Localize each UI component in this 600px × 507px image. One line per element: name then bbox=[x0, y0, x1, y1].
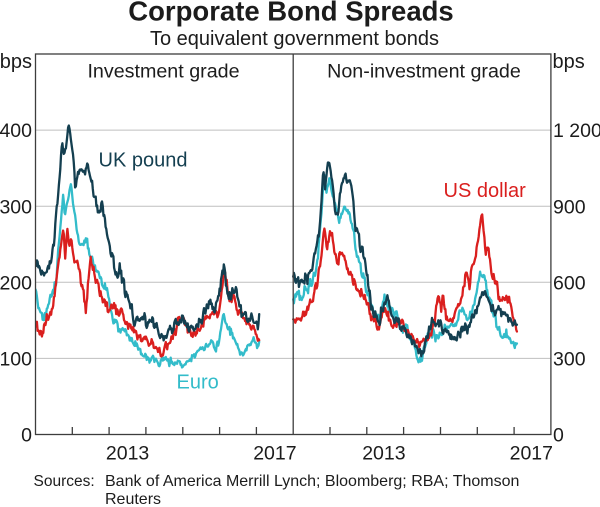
svg-text:Investment grade: Investment grade bbox=[87, 61, 239, 83]
svg-text:200: 200 bbox=[0, 272, 32, 294]
svg-text:2017: 2017 bbox=[510, 443, 553, 465]
svg-text:0: 0 bbox=[21, 425, 32, 447]
svg-text:300: 300 bbox=[553, 349, 586, 371]
svg-text:600: 600 bbox=[553, 272, 586, 294]
svg-text:bps: bps bbox=[553, 51, 585, 73]
svg-text:Reuters: Reuters bbox=[105, 491, 161, 507]
svg-text:1 200: 1 200 bbox=[553, 120, 600, 142]
svg-text:Bank of America Merrill Lynch;: Bank of America Merrill Lynch; Bloomberg… bbox=[105, 473, 519, 490]
svg-text:Non-investment grade: Non-investment grade bbox=[327, 61, 521, 83]
svg-text:bps: bps bbox=[0, 51, 32, 73]
svg-text:Sources:: Sources: bbox=[34, 473, 95, 490]
svg-text:Euro: Euro bbox=[177, 372, 219, 394]
svg-text:2013: 2013 bbox=[362, 443, 405, 465]
svg-text:0: 0 bbox=[553, 425, 564, 447]
svg-text:US dollar: US dollar bbox=[444, 180, 527, 202]
svg-text:UK pound: UK pound bbox=[99, 150, 188, 172]
svg-text:900: 900 bbox=[553, 196, 586, 218]
svg-text:To equivalent government bonds: To equivalent government bonds bbox=[150, 28, 439, 50]
svg-text:100: 100 bbox=[0, 349, 32, 371]
svg-text:300: 300 bbox=[0, 196, 32, 218]
svg-text:400: 400 bbox=[0, 120, 32, 142]
svg-text:Corporate Bond Spreads: Corporate Bond Spreads bbox=[128, 0, 453, 27]
svg-text:2017: 2017 bbox=[253, 443, 296, 465]
svg-text:2013: 2013 bbox=[106, 443, 149, 465]
